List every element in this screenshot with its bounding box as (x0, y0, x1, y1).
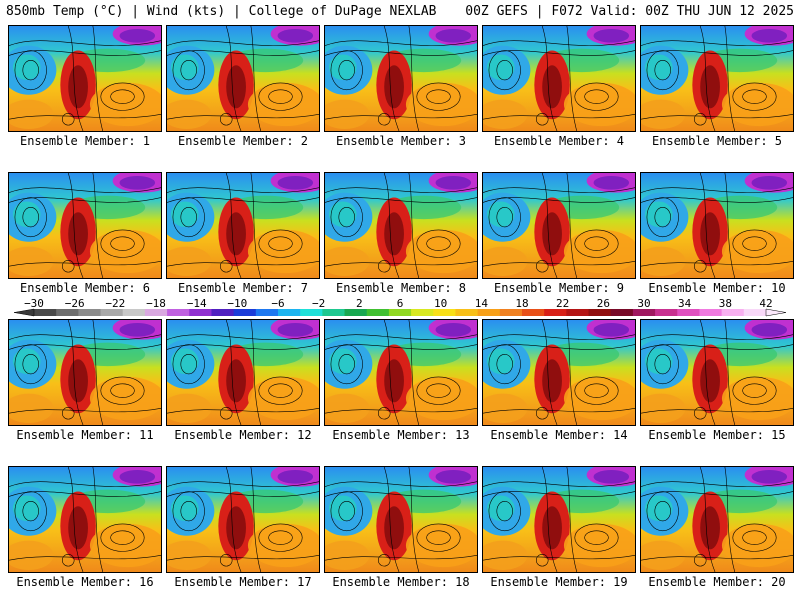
colorbar-tick-label: −30 (24, 297, 44, 310)
colorbar-tick-label: 18 (515, 297, 529, 310)
ensemble-member-label: Ensemble Member: 10 (648, 281, 786, 295)
colorbar-tick-label: 34 (678, 297, 692, 310)
ensemble-member-map (8, 25, 162, 132)
colorbar-tick-label: −2 (312, 297, 326, 310)
ensemble-member-label: Ensemble Member: 16 (16, 575, 154, 589)
ensemble-member-label: Ensemble Member: 1 (19, 134, 151, 148)
colorbar-tick-label: −6 (271, 297, 285, 310)
colorbar-segment (322, 309, 346, 316)
ensemble-member-label: Ensemble Member: 5 (651, 134, 783, 148)
ensemble-member-map (166, 172, 320, 279)
colorbar-left-arrow (14, 308, 35, 317)
map-title: 850mb Temp (°C) | Wind (kts) | College o… (6, 4, 437, 19)
colorbar-tick-label: −18 (146, 297, 166, 310)
ensemble-member-map (324, 172, 478, 279)
colorbar-segment (167, 309, 190, 316)
colorbar-segment (278, 309, 301, 316)
colorbar-segment (344, 309, 368, 316)
colorbar-tick-label: 14 (474, 297, 488, 310)
ensemble-member-label: Ensemble Member: 14 (490, 428, 628, 442)
colorbar-tick-label: −22 (105, 297, 126, 310)
temperature-colorbar (14, 308, 786, 317)
ensemble-member-label: Ensemble Member: 6 (19, 281, 151, 295)
colorbar-segment (677, 309, 700, 316)
ensemble-member-label: Ensemble Member: 13 (332, 428, 470, 442)
colorbar-segment (211, 309, 235, 316)
ensemble-member-map (166, 25, 320, 132)
ensemble-member-map (482, 25, 636, 132)
colorbar-segment (455, 309, 479, 316)
ensemble-member-label: Ensemble Member: 15 (648, 428, 786, 442)
ensemble-member-label: Ensemble Member: 17 (174, 575, 312, 589)
ensemble-member-label: Ensemble Member: 2 (177, 134, 309, 148)
colorbar-tick-label: 42 (759, 297, 773, 310)
colorbar-tick-label: −10 (227, 297, 248, 310)
colorbar-tick-label: 10 (434, 297, 448, 310)
ensemble-member-map (640, 466, 794, 573)
colorbar-segment (699, 309, 723, 316)
colorbar-tick-label: −14 (186, 297, 207, 310)
colorbar-segment (655, 309, 678, 316)
ensemble-member-map (482, 319, 636, 426)
colorbar-segment (721, 309, 745, 316)
colorbar-segment (78, 309, 102, 316)
colorbar-segment (189, 309, 212, 316)
colorbar-segment (566, 309, 590, 316)
colorbar-segment (411, 309, 434, 316)
ensemble-member-label: Ensemble Member: 8 (335, 281, 467, 295)
colorbar-segment (122, 309, 146, 316)
model-run-info: 00Z GEFS | F072 Valid: 00Z THU JUN 12 20… (465, 4, 794, 19)
colorbar-segment (499, 309, 523, 316)
colorbar-segment (255, 309, 279, 316)
colorbar-tick-label: −26 (64, 297, 85, 310)
ensemble-member-map (166, 319, 320, 426)
ensemble-member-label: Ensemble Member: 9 (493, 281, 625, 295)
colorbar-segment (233, 309, 257, 316)
ensemble-member-map (324, 319, 478, 426)
ensemble-member-label: Ensemble Member: 18 (332, 575, 470, 589)
colorbar-tick-label: 26 (596, 297, 610, 310)
colorbar-segment (388, 309, 412, 316)
colorbar-segment (56, 309, 79, 316)
ensemble-member-map (482, 466, 636, 573)
ensemble-member-map (8, 172, 162, 279)
colorbar-tick-label: 2 (356, 297, 363, 310)
colorbar-segment (544, 309, 567, 316)
ensemble-member-map (8, 466, 162, 573)
ensemble-member-label: Ensemble Member: 4 (493, 134, 625, 148)
colorbar-segment (144, 309, 168, 316)
colorbar-segment (433, 309, 456, 316)
colorbar-tick-label: 6 (396, 297, 404, 310)
colorbar-segment (366, 309, 390, 316)
ensemble-member-map (8, 319, 162, 426)
colorbar-tick-label: 22 (556, 297, 570, 310)
ensemble-member-label: Ensemble Member: 12 (174, 428, 312, 442)
ensemble-member-map (640, 25, 794, 132)
colorbar-right-arrow (765, 308, 786, 317)
ensemble-member-label: Ensemble Member: 7 (177, 281, 309, 295)
ensemble-member-label: Ensemble Member: 20 (648, 575, 786, 589)
ensemble-member-map (640, 319, 794, 426)
colorbar-segment (632, 309, 656, 316)
colorbar-segment (300, 309, 323, 316)
ensemble-member-label: Ensemble Member: 11 (16, 428, 154, 442)
colorbar-segment (610, 309, 634, 316)
colorbar-segment (100, 309, 124, 316)
ensemble-member-map (324, 466, 478, 573)
colorbar-tick-label: 38 (718, 297, 732, 310)
ensemble-member-label: Ensemble Member: 3 (335, 134, 467, 148)
ensemble-member-map (482, 172, 636, 279)
ensemble-member-map (166, 466, 320, 573)
ensemble-member-label: Ensemble Member: 19 (490, 575, 628, 589)
colorbar-segment (743, 309, 767, 316)
colorbar-segment (34, 309, 57, 316)
ensemble-member-map (324, 25, 478, 132)
colorbar-segment (588, 309, 612, 316)
ensemble-member-map (640, 172, 794, 279)
colorbar-segment (522, 309, 545, 316)
colorbar-segment (477, 309, 501, 316)
colorbar-tick-label: 30 (637, 297, 651, 310)
